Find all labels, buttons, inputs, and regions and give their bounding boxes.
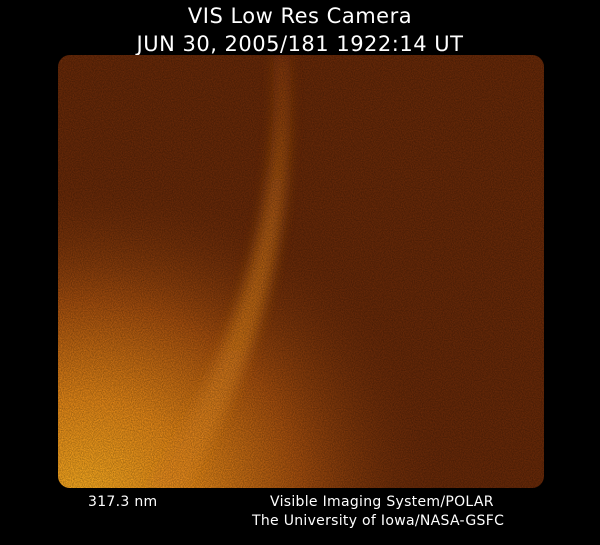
image-timestamp: JUN 30, 2005/181 1922:14 UT — [136, 32, 464, 56]
instrument-label: Visible Imaging System/POLAR — [270, 494, 494, 510]
image-title: VIS Low Res Camera — [187, 4, 413, 28]
wavelength-label: 317.3 nm — [88, 494, 158, 510]
camera-image — [58, 55, 544, 488]
institution-label: The University of Iowa/NASA-GSFC — [252, 513, 505, 529]
